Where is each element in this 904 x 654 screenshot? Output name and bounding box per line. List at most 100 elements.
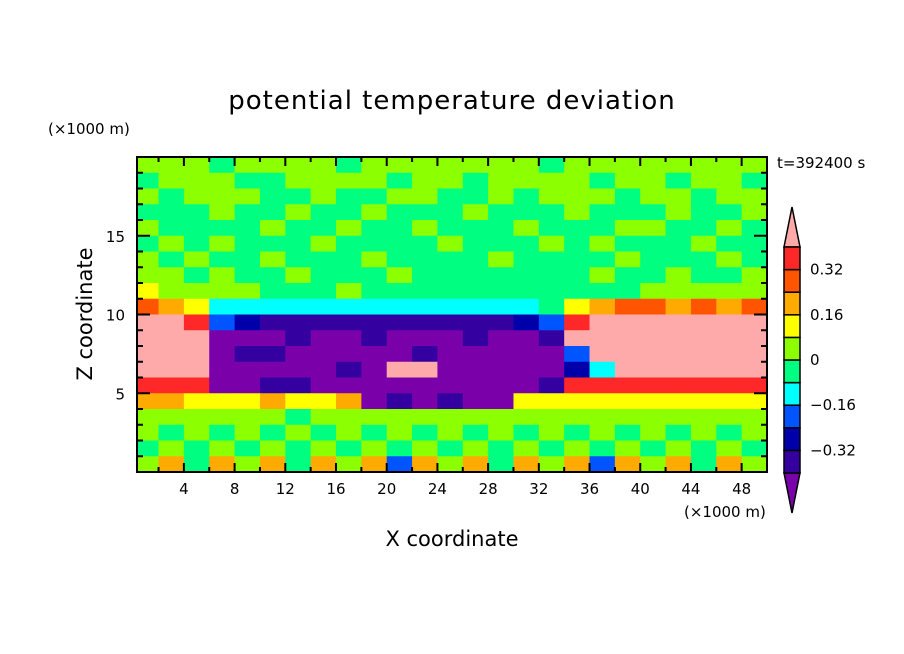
colorbar-label: 0.32 (810, 261, 843, 279)
heatmap-cell (234, 188, 261, 205)
heatmap-cell (614, 393, 641, 410)
x-tick-label: 32 (529, 480, 548, 498)
heatmap-cell (640, 188, 667, 205)
heatmap-cell (589, 172, 616, 189)
heatmap-cell (716, 283, 743, 300)
colorbar-swatch (783, 336, 801, 361)
heatmap-cell (614, 267, 641, 284)
heatmap-cell (690, 188, 717, 205)
heatmap-cell (209, 393, 236, 410)
heatmap-cell (614, 377, 641, 394)
heatmap-cell (538, 235, 565, 252)
heatmap-cell (209, 424, 236, 441)
heatmap-cell (665, 330, 692, 347)
heatmap-cell (716, 298, 743, 315)
heatmap-cell (488, 330, 514, 347)
heatmap-cell (259, 298, 286, 315)
heatmap-cell (462, 440, 489, 457)
heatmap-cell (361, 298, 388, 315)
heatmap-cell (462, 172, 489, 189)
heatmap-cell (665, 157, 692, 174)
colorbar-swatch (783, 449, 801, 474)
heatmap-cell (412, 409, 438, 426)
heatmap-cell (137, 377, 160, 394)
heatmap-cell (462, 283, 489, 300)
heatmap-cell (412, 424, 438, 441)
heatmap-cell (310, 298, 337, 315)
heatmap-cell (538, 409, 565, 426)
heatmap-cell (488, 440, 514, 457)
heatmap-cell (640, 283, 667, 300)
heatmap-cell (386, 204, 413, 221)
heatmap-cell (462, 456, 489, 473)
heatmap-cell (564, 330, 591, 347)
heatmap-cell (386, 440, 413, 457)
heatmap-cell (137, 440, 160, 457)
heatmap-cell (361, 409, 388, 426)
heatmap-cell (158, 235, 185, 252)
heatmap-cell (285, 377, 312, 394)
heatmap-cell (183, 267, 210, 284)
heatmap-cell (538, 172, 565, 189)
heatmap-cell (640, 314, 667, 331)
heatmap-cell (437, 220, 464, 237)
heatmap-cell (564, 172, 591, 189)
heatmap-cell (137, 424, 160, 441)
heatmap-cell (310, 456, 337, 473)
heatmap-cell (665, 314, 692, 331)
heatmap-cell (234, 424, 261, 441)
heatmap-cell (665, 456, 692, 473)
heatmap-cell (336, 267, 362, 284)
heatmap-cell (183, 172, 210, 189)
heatmap-cell (336, 346, 362, 363)
heatmap-cell (614, 346, 641, 363)
heatmap-cell (310, 409, 337, 426)
heatmap-cell (690, 346, 717, 363)
heatmap-cell (412, 314, 438, 331)
heatmap-cell (513, 314, 540, 331)
heatmap-cell (462, 409, 489, 426)
heatmap-cell (716, 172, 743, 189)
heatmap-cell (336, 330, 362, 347)
heatmap-cell (716, 220, 743, 237)
heatmap-cell (538, 267, 565, 284)
heatmap-cell (361, 330, 388, 347)
heatmap-cell (310, 267, 337, 284)
heatmap-cell (137, 204, 160, 221)
heatmap-cell (614, 314, 641, 331)
heatmap-cell (741, 251, 768, 268)
heatmap-cell (412, 283, 438, 300)
heatmap-cell (564, 235, 591, 252)
heatmap-cell (158, 330, 185, 347)
heatmap-cell (741, 424, 768, 441)
heatmap-cell (137, 393, 160, 410)
heatmap-cell (640, 157, 667, 174)
heatmap-cell (158, 346, 185, 363)
heatmap-cell (690, 330, 717, 347)
heatmap-cell (209, 409, 236, 426)
heatmap-cell (716, 346, 743, 363)
heatmap-cell (234, 346, 261, 363)
heatmap-cell (285, 393, 312, 410)
x-tick-label: 28 (479, 480, 498, 498)
x-tick-label: 12 (276, 480, 295, 498)
heatmap-cell (137, 456, 160, 473)
heatmap-cell (513, 456, 540, 473)
heatmap-cell (437, 283, 464, 300)
heatmap-cell (614, 361, 641, 378)
heatmap-cell (665, 361, 692, 378)
heatmap-cell (386, 377, 413, 394)
heatmap-cell (285, 409, 312, 426)
heatmap-cell (183, 377, 210, 394)
heatmap-cell (361, 188, 388, 205)
heatmap-cell (589, 204, 616, 221)
heatmap-cell (716, 393, 743, 410)
heatmap-cell (259, 251, 286, 268)
heatmap-cell (614, 220, 641, 237)
heatmap-cell (665, 283, 692, 300)
heatmap-cell (183, 251, 210, 268)
heatmap-cell (386, 330, 413, 347)
heatmap-cell (209, 172, 236, 189)
heatmap-cell (589, 393, 616, 410)
heatmap-cell (137, 361, 160, 378)
